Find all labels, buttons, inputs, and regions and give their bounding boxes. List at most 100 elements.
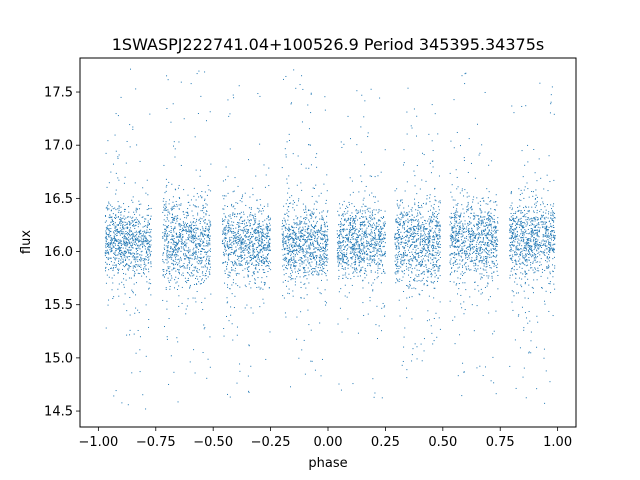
scatter-point: [239, 363, 241, 365]
scatter-point: [268, 243, 270, 245]
scatter-point: [128, 220, 130, 222]
scatter-point: [360, 224, 362, 226]
scatter-point: [121, 251, 123, 253]
scatter-point: [349, 194, 351, 196]
scatter-point: [384, 255, 386, 257]
scatter-point: [305, 167, 307, 169]
scatter-point: [233, 252, 235, 254]
scatter-point: [346, 212, 348, 214]
scatter-point: [383, 225, 385, 227]
scatter-point: [170, 355, 172, 357]
scatter-point: [431, 253, 433, 255]
scatter-point: [286, 258, 288, 260]
scatter-point: [316, 232, 318, 234]
scatter-point: [205, 214, 207, 216]
scatter-point: [181, 237, 183, 239]
scatter-point: [208, 271, 210, 273]
scatter-point: [401, 241, 403, 243]
scatter-point: [299, 235, 301, 237]
scatter-point: [142, 216, 144, 218]
scatter-point: [309, 248, 311, 250]
scatter-point: [256, 264, 258, 266]
scatter-point: [166, 257, 168, 259]
scatter-point: [406, 230, 408, 232]
scatter-point: [262, 257, 264, 259]
scatter-point: [360, 251, 362, 253]
scatter-point: [109, 242, 111, 244]
scatter-point: [350, 265, 352, 267]
scatter-point: [403, 232, 405, 234]
scatter-point: [137, 239, 139, 241]
scatter-point: [301, 257, 303, 259]
scatter-point: [344, 254, 346, 256]
scatter-point: [379, 239, 381, 241]
scatter-point: [254, 220, 256, 222]
scatter-point: [414, 219, 416, 221]
scatter-point: [342, 228, 344, 230]
scatter-point: [326, 235, 328, 237]
scatter-point: [357, 275, 359, 277]
scatter-point: [359, 262, 361, 264]
scatter-point: [314, 259, 316, 261]
scatter-point: [134, 272, 136, 274]
scatter-point: [365, 236, 367, 238]
scatter-point: [366, 245, 368, 247]
scatter-point: [183, 213, 185, 215]
scatter-point: [313, 246, 315, 248]
scatter-point: [379, 219, 381, 221]
scatter-point: [233, 307, 235, 309]
scatter-point: [199, 229, 201, 231]
scatter-point: [351, 243, 353, 245]
scatter-point: [291, 195, 293, 197]
scatter-point: [241, 255, 243, 257]
scatter-point: [164, 235, 166, 237]
scatter-point: [337, 255, 339, 257]
scatter-point: [302, 249, 304, 251]
scatter-point: [285, 223, 287, 225]
scatter-point: [116, 248, 118, 250]
scatter-point: [370, 271, 372, 273]
scatter-point: [250, 232, 252, 234]
scatter-point: [322, 260, 324, 262]
scatter-point: [324, 226, 326, 228]
scatter-point: [251, 244, 253, 246]
scatter-point: [261, 213, 263, 215]
scatter-point: [113, 395, 115, 397]
scatter-point: [288, 247, 290, 249]
scatter-point: [403, 149, 405, 151]
scatter-point: [234, 252, 236, 254]
scatter-point: [256, 237, 258, 239]
scatter-point: [413, 228, 415, 230]
scatter-point: [248, 247, 250, 249]
scatter-point: [267, 271, 269, 273]
scatter-point: [256, 239, 258, 241]
scatter-point: [145, 264, 147, 266]
scatter-point: [136, 269, 138, 271]
scatter-point: [345, 241, 347, 243]
scatter-point: [126, 223, 128, 225]
scatter-point: [173, 231, 175, 233]
scatter-point: [361, 253, 363, 255]
scatter-point: [146, 239, 148, 241]
scatter-point: [140, 256, 142, 258]
scatter-point: [117, 239, 119, 241]
scatter-point: [246, 232, 248, 234]
scatter-point: [406, 254, 408, 256]
scatter-point: [316, 255, 318, 257]
scatter-point: [196, 228, 198, 230]
scatter-point: [227, 222, 229, 224]
scatter-point: [305, 256, 307, 258]
scatter-point: [350, 252, 352, 254]
scatter-point: [174, 249, 176, 251]
scatter-point: [345, 238, 347, 240]
scatter-point: [295, 265, 297, 267]
scatter-point: [341, 218, 343, 220]
scatter-point: [254, 213, 256, 215]
scatter-point: [341, 250, 343, 252]
scatter-point: [166, 272, 168, 274]
scatter-point: [173, 263, 175, 265]
scatter-point: [106, 238, 108, 240]
scatter-point: [121, 281, 123, 283]
scatter-point: [342, 241, 344, 243]
scatter-point: [119, 254, 121, 256]
